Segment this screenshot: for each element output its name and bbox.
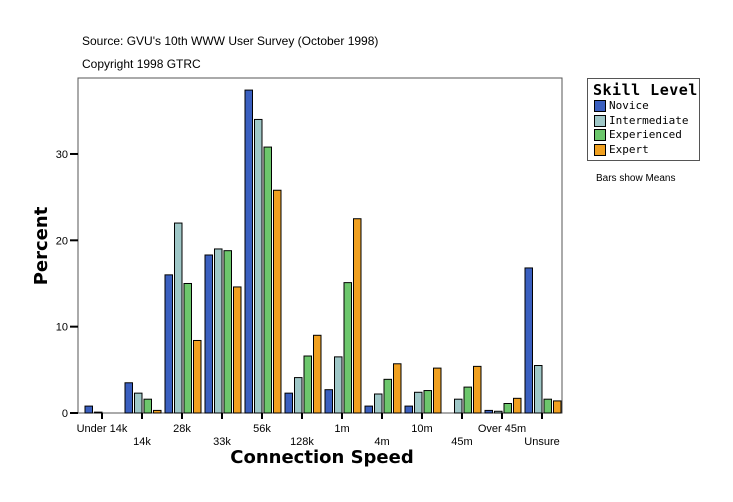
bar-intermediate-10m: [414, 391, 423, 414]
bar-expert-28k: [193, 339, 202, 414]
bar-intermediate-28k: [174, 222, 183, 414]
bar-novice-28k: [164, 274, 173, 414]
legend-item-expert: Expert: [594, 142, 694, 156]
y-tick-label: 20: [56, 235, 68, 247]
bar-experienced-33k: [223, 250, 232, 414]
bar-novice-14k: [124, 382, 133, 414]
x-tick-label: 56k: [253, 423, 271, 435]
x-tick-label: Unsure: [524, 436, 559, 448]
legend: Skill Level Novice Intermediate Experience…: [587, 78, 700, 161]
bar-novice-over-45m: [484, 409, 493, 414]
bar-novice-10m: [404, 405, 413, 414]
legend-item-intermediate: Intermediate: [594, 113, 694, 127]
y-axis-label: Percent: [31, 206, 52, 285]
x-tick-label: 128k: [290, 436, 314, 448]
bar-expert-45m: [473, 365, 482, 414]
source-text: Source: GVU's 10th WWW User Survey (Octo…: [82, 34, 379, 48]
bar-expert-14k: [153, 409, 162, 414]
legend-label: Experienced: [609, 128, 682, 141]
legend-item-experienced: Experienced: [594, 128, 694, 141]
bar-experienced-4m: [383, 378, 392, 414]
bar-expert-unsure: [553, 400, 562, 414]
bar-intermediate-33k: [214, 248, 223, 414]
bar-novice-4m: [364, 405, 373, 414]
bar-expert-33k: [233, 286, 242, 414]
bar-novice-under-14k: [84, 405, 93, 414]
bar-intermediate-4m: [374, 393, 383, 414]
bar-intermediate-over-45m: [494, 410, 503, 414]
bar-experienced-45m: [463, 386, 472, 414]
bar-novice-33k: [204, 254, 213, 414]
bar-intermediate-128k: [294, 377, 303, 414]
x-tick-label: 28k: [173, 423, 191, 435]
x-tick-label: 14k: [133, 436, 151, 448]
bar-expert-over-45m: [513, 397, 522, 414]
legend-title: Skill Level: [593, 81, 698, 99]
legend-label: Intermediate: [609, 113, 689, 127]
legend-swatch: [594, 143, 606, 156]
y-tick-label: 30: [56, 149, 68, 161]
legend-item-novice: Novice: [594, 99, 694, 112]
bar-experienced-28k: [183, 282, 192, 414]
bar-expert-4m: [393, 363, 402, 414]
x-tick-label: 4m: [374, 436, 389, 448]
x-tick-label: Under 14k: [77, 423, 128, 435]
legend-swatch: [594, 114, 606, 127]
bar-experienced-128k: [303, 355, 312, 414]
bar-experienced-10m: [423, 390, 432, 414]
bar-expert-10m: [433, 367, 442, 414]
bar-novice-unsure: [524, 267, 533, 414]
bar-intermediate-14k: [134, 392, 143, 414]
bar-intermediate-56k: [254, 118, 263, 414]
bar-novice-1m: [324, 389, 333, 414]
legend-label: Novice: [609, 99, 649, 112]
bar-novice-56k: [244, 89, 253, 414]
bar-novice-128k: [284, 392, 293, 414]
legend-swatch: [594, 129, 606, 141]
bar-expert-56k: [273, 189, 282, 414]
bar-expert-128k: [313, 334, 322, 414]
bar-experienced-1m: [343, 282, 352, 414]
x-tick-label: 10m: [411, 423, 432, 435]
y-tick-label: 0: [62, 408, 68, 420]
x-tick-label: 33k: [213, 436, 231, 448]
bar-intermediate-45m: [454, 398, 463, 414]
bar-intermediate-unsure: [534, 365, 543, 414]
bar-intermediate-under-14k: [94, 411, 103, 414]
legend-swatch: [594, 100, 606, 112]
x-axis-label: Connection Speed: [230, 447, 413, 468]
bar-experienced-14k: [143, 398, 152, 414]
bar-expert-1m: [353, 218, 362, 414]
bar-experienced-over-45m: [503, 403, 512, 414]
x-tick-label: 45m: [451, 436, 472, 448]
bar-intermediate-1m: [334, 356, 343, 414]
means-note: Bars show Means: [596, 173, 676, 184]
x-tick-label: 1m: [334, 423, 349, 435]
y-tick-label: 10: [56, 322, 68, 334]
x-tick-label: Over 45m: [478, 423, 526, 435]
bar-experienced-unsure: [543, 398, 552, 414]
legend-label: Expert: [609, 142, 649, 156]
bar-experienced-56k: [263, 146, 272, 414]
copyright-text: Copyright 1998 GTRC: [82, 57, 201, 71]
